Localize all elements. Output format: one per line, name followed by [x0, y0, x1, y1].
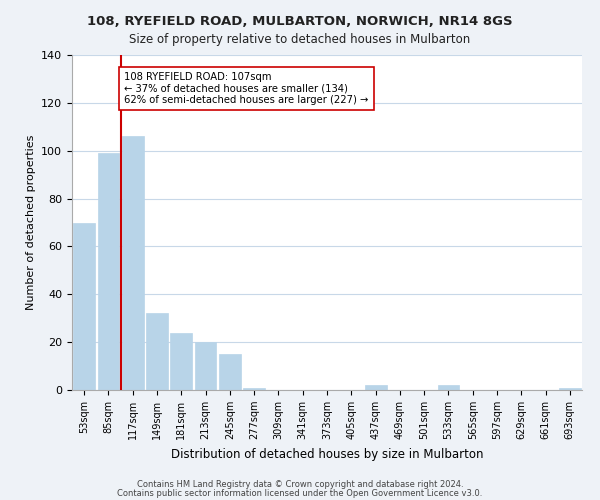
Bar [365, 385, 386, 390]
Bar [194, 342, 217, 390]
Text: 108 RYEFIELD ROAD: 107sqm
← 37% of detached houses are smaller (134)
62% of semi: 108 RYEFIELD ROAD: 107sqm ← 37% of detac… [124, 72, 368, 105]
Text: Size of property relative to detached houses in Mulbarton: Size of property relative to detached ho… [130, 32, 470, 46]
Y-axis label: Number of detached properties: Number of detached properties [26, 135, 35, 310]
X-axis label: Distribution of detached houses by size in Mulbarton: Distribution of detached houses by size … [171, 448, 483, 460]
Text: Contains HM Land Registry data © Crown copyright and database right 2024.: Contains HM Land Registry data © Crown c… [137, 480, 463, 489]
Bar [219, 354, 241, 390]
Bar [243, 388, 265, 390]
Bar [437, 385, 460, 390]
Bar [73, 222, 95, 390]
Text: 108, RYEFIELD ROAD, MULBARTON, NORWICH, NR14 8GS: 108, RYEFIELD ROAD, MULBARTON, NORWICH, … [87, 15, 513, 28]
Bar [122, 136, 143, 390]
Bar [559, 388, 581, 390]
Bar [146, 314, 168, 390]
Bar [97, 153, 119, 390]
Text: Contains public sector information licensed under the Open Government Licence v3: Contains public sector information licen… [118, 488, 482, 498]
Bar [170, 332, 192, 390]
